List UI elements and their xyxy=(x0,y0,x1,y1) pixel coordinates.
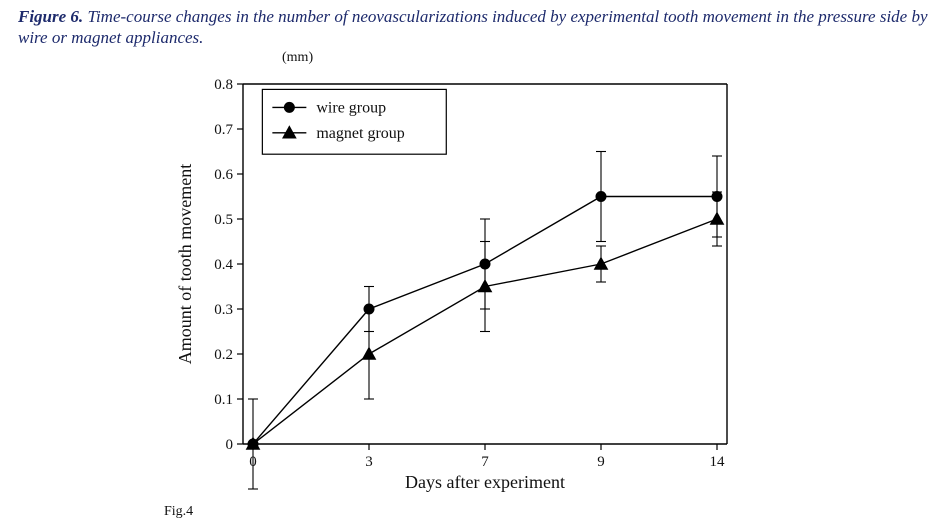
x-tick-label: 3 xyxy=(365,454,373,470)
subfigure-label: Fig.4 xyxy=(164,504,193,520)
legend-label-1: magnet group xyxy=(316,125,404,142)
x-tick-label: 9 xyxy=(597,454,605,470)
figure-caption-rest: Time-course changes in the number of neo… xyxy=(18,7,928,47)
x-tick-label: 14 xyxy=(710,454,726,470)
y-tick-label: 0.6 xyxy=(214,167,233,183)
y-tick-label: 0.4 xyxy=(214,257,233,273)
y-axis-label: Amount of tooth movement xyxy=(175,164,195,364)
x-axis-label: Days after experiment xyxy=(405,472,565,492)
figure-caption: Figure 6. Time-course changes in the num… xyxy=(18,6,930,49)
legend-label-0: wire group xyxy=(316,99,386,116)
x-tick-label: 7 xyxy=(481,454,489,470)
y-tick-label: 0.8 xyxy=(214,77,233,93)
page-root: Figure 6. Time-course changes in the num… xyxy=(0,0,947,523)
y-tick-label: 0.5 xyxy=(214,212,233,228)
y-tick-label: 0.3 xyxy=(214,302,233,318)
y-tick-label: 0 xyxy=(226,437,234,453)
line-chart: 00.10.20.30.40.50.60.70.8037914Days afte… xyxy=(165,62,747,502)
y-tick-label: 0.1 xyxy=(214,392,233,408)
figure-caption-lead: Figure 6. xyxy=(18,7,83,26)
y-tick-label: 0.7 xyxy=(214,122,233,138)
y-tick-label: 0.2 xyxy=(214,347,233,363)
chart-container: 00.10.20.30.40.50.60.70.8037914Days afte… xyxy=(165,62,747,502)
